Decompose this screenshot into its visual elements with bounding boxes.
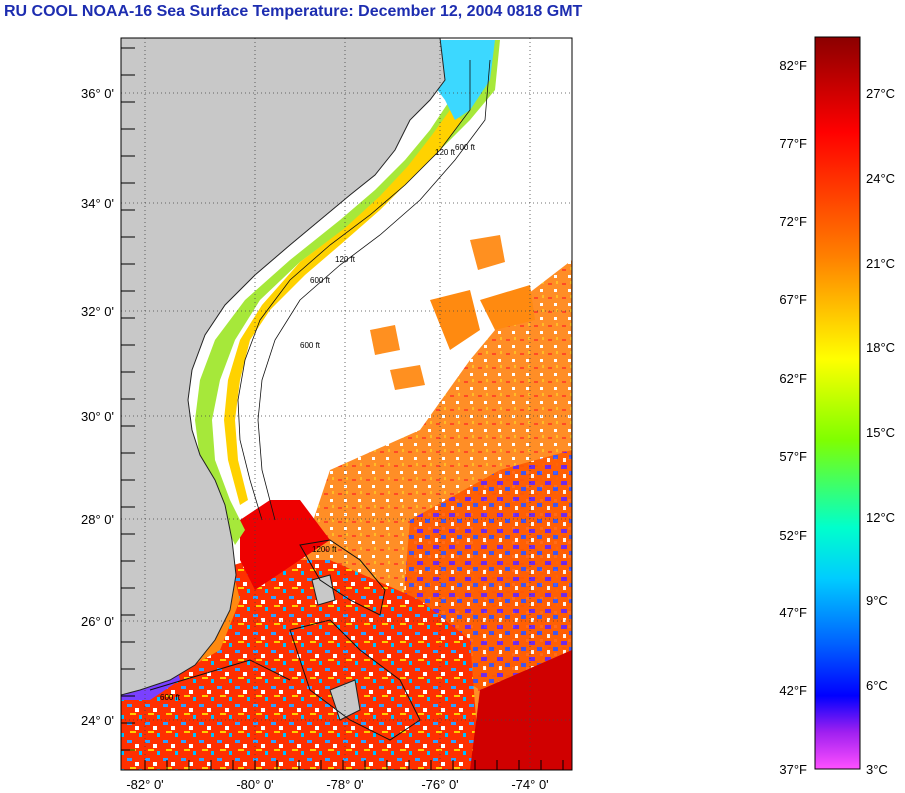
colorbar-f-label: 42°F [779, 683, 807, 698]
contour-label: 600 ft [310, 276, 331, 285]
colorbar-f-label: 47°F [779, 605, 807, 620]
colorbar-c-label: 18°C [866, 340, 895, 355]
lat-label: 24° 0' [81, 713, 114, 728]
colorbar-fahrenheit-labels: 82°F 77°F 72°F 67°F 62°F 57°F 52°F 47°F 42°F 37°F [779, 58, 807, 777]
lat-label: 34° 0' [81, 196, 114, 211]
longitude-axis: -82° 0' -80° 0' -78° 0' -76° 0' -74° 0' [126, 760, 564, 792]
warm-patch [390, 365, 425, 390]
contour-label: 1200 ft [312, 545, 337, 554]
contour-label: 120 ft [435, 148, 456, 157]
lon-label: -76° 0' [421, 777, 458, 792]
page-title: RU COOL NOAA-16 Sea Surface Temperature:… [4, 3, 583, 20]
contour-label: 120 ft [335, 255, 356, 264]
colorbar-f-label: 72°F [779, 214, 807, 229]
latitude-axis: 36° 0' 34° 0' 32° 0' 30° 0' 28° 0' 26° 0' 24° … [81, 47, 135, 751]
lon-label: -74° 0' [511, 777, 548, 792]
colorbar-c-label: 24°C [866, 171, 895, 186]
colorbar-f-label: 82°F [779, 58, 807, 73]
map-frame [120, 37, 573, 771]
lat-label: 36° 0' [81, 86, 114, 101]
colorbar-f-label: 77°F [779, 136, 807, 151]
land-mainland [121, 38, 446, 696]
colorbar-f-label: 57°F [779, 449, 807, 464]
warm-patch [370, 325, 400, 355]
lat-label: 32° 0' [81, 304, 114, 319]
colorbar-f-label: 67°F [779, 292, 807, 307]
colorbar-c-label: 9°C [866, 593, 888, 608]
colorbar-celsius-labels: 27°C 24°C 21°C 18°C 15°C 12°C 9°C 6°C 3°C [866, 86, 895, 777]
shelf-water-yellow [224, 110, 462, 505]
land-island [311, 574, 336, 606]
colorbar-c-label: 3°C [866, 762, 888, 777]
colorbar-f-label: 37°F [779, 762, 807, 777]
colorbar-c-label: 6°C [866, 678, 888, 693]
contour-label: 600 ft [455, 143, 476, 152]
contour-label: 600 ft [160, 693, 181, 702]
lon-label: -80° 0' [236, 777, 273, 792]
lat-label: 28° 0' [81, 512, 114, 527]
southeast-warm-water [470, 650, 572, 770]
warm-patch [470, 235, 505, 270]
warm-patch [430, 290, 480, 350]
lat-label: 26° 0' [81, 614, 114, 629]
contour-line [299, 539, 386, 616]
colorbar-c-label: 15°C [866, 425, 895, 440]
colorbar [814, 36, 861, 770]
lat-label: 30° 0' [81, 409, 114, 424]
colorbar-c-label: 21°C [866, 256, 895, 271]
shelf-water-cyan [430, 40, 495, 120]
colorbar-f-label: 62°F [779, 371, 807, 386]
gulf-stream-core [240, 500, 330, 590]
colorbar-c-label: 12°C [866, 510, 895, 525]
colorbar-f-label: 52°F [779, 528, 807, 543]
contour-line [149, 659, 291, 691]
warm-patch [480, 285, 535, 330]
lon-label: -82° 0' [126, 777, 163, 792]
contour-label: 600 ft [300, 341, 321, 350]
colorbar-c-label: 27°C [866, 86, 895, 101]
contour-line [257, 59, 491, 521]
lon-label: -78° 0' [326, 777, 363, 792]
contour-line [289, 619, 421, 741]
